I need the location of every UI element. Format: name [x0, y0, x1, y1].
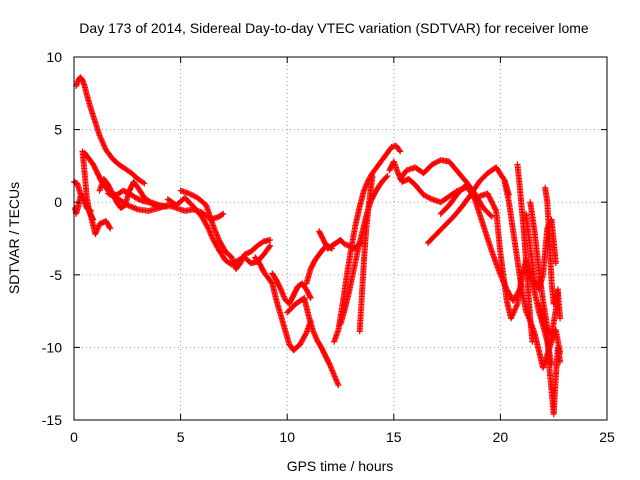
axis-ticks: 0 5 10 15 20 25 10 5 0 -5 -10 -15: [42, 49, 615, 445]
x-tick-label: 0: [70, 429, 78, 445]
y-axis-label: SDTVAR / TECUs: [6, 182, 22, 294]
data-marks: [71, 74, 564, 418]
series-arc11: [269, 270, 314, 307]
y-tick-label: -10: [42, 339, 62, 355]
data-point: [267, 236, 274, 243]
x-tick-label: 10: [279, 429, 295, 445]
data-point: [383, 174, 390, 181]
series-arc28: [542, 184, 561, 307]
chart-title: Day 173 of 2014, Sidereal Day-to-day VTE…: [79, 20, 589, 36]
x-tick-label: 5: [177, 429, 185, 445]
data-point: [557, 315, 564, 322]
series-arc17: [356, 173, 376, 335]
data-point: [107, 225, 114, 232]
data-point: [488, 198, 495, 205]
x-tick-label: 15: [386, 429, 402, 445]
data-point: [141, 180, 148, 187]
data-point: [485, 193, 492, 200]
data-point: [267, 242, 274, 249]
data-point: [268, 279, 275, 286]
data-point: [326, 360, 333, 367]
data-point: [307, 293, 314, 300]
data-point: [396, 147, 403, 154]
y-tick-label: -15: [42, 412, 62, 428]
data-point: [219, 211, 226, 218]
data-point: [552, 260, 559, 267]
data-point: [307, 295, 314, 302]
data-point: [397, 148, 404, 155]
data-point: [487, 195, 494, 202]
data-point: [529, 338, 536, 345]
series-arc15: [331, 142, 404, 345]
data-point: [491, 205, 498, 212]
data-point: [266, 244, 273, 251]
series-arc18: [386, 158, 470, 206]
data-point: [384, 173, 391, 180]
series-arc13: [303, 242, 335, 287]
series-arc26: [535, 300, 564, 418]
data-point: [277, 285, 284, 292]
data-point: [489, 201, 496, 208]
data-point: [140, 179, 147, 186]
plot-frame: [73, 56, 608, 421]
data-point: [492, 206, 499, 213]
series-arc20: [424, 164, 512, 246]
series-arc24: [514, 161, 536, 345]
series-arc9: [177, 187, 274, 272]
data-point: [220, 210, 227, 217]
series-arc4: [79, 148, 114, 238]
data-point: [554, 286, 561, 293]
data-point: [489, 199, 496, 206]
data-point: [487, 197, 494, 204]
x-tick-label: 25: [599, 429, 615, 445]
data-point: [557, 358, 564, 365]
series-arc23: [501, 178, 564, 371]
data-point: [204, 224, 211, 231]
data-point: [500, 176, 507, 183]
data-point: [471, 194, 478, 201]
y-tick-label: 5: [54, 122, 62, 138]
data-point: [486, 194, 493, 201]
y-tick-label: 10: [46, 49, 62, 65]
data-point: [487, 212, 494, 219]
x-axis-label: GPS time / hours: [287, 458, 394, 474]
data-point: [485, 191, 492, 198]
data-point: [369, 173, 376, 180]
data-point: [146, 198, 153, 205]
x-tick-label: 20: [493, 429, 509, 445]
data-point: [490, 202, 497, 209]
data-point: [491, 203, 498, 210]
series-arc19: [397, 157, 495, 220]
plot-border: [73, 56, 608, 421]
data-point: [106, 224, 113, 231]
data-point: [335, 382, 342, 389]
y-tick-label: 0: [54, 194, 62, 210]
data-point: [484, 190, 491, 197]
data-point: [302, 331, 309, 338]
series-arc12: [284, 295, 342, 389]
series-arc1: [73, 74, 148, 187]
y-tick-label: -5: [50, 267, 63, 283]
